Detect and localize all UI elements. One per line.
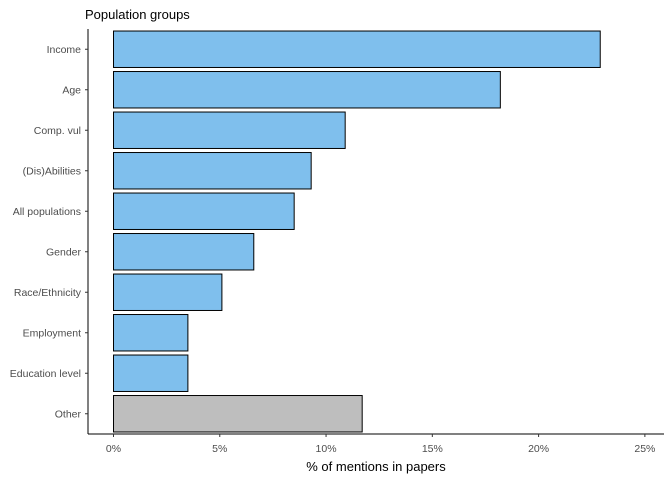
y-tick-label-race-ethnicity: Race/Ethnicity — [14, 287, 82, 299]
y-tick-label-employment: Employment — [23, 328, 81, 340]
x-tick-label: 5% — [212, 443, 227, 455]
bar-age — [113, 71, 501, 109]
bar-income — [113, 30, 601, 68]
bar-comp-vul — [113, 111, 346, 149]
y-tick-label-comp-vul: Comp. vul — [34, 125, 81, 137]
x-tick-label: 10% — [316, 443, 337, 455]
y-tick-label-other: Other — [55, 409, 82, 421]
x-tick-label: 15% — [422, 443, 443, 455]
y-tick-label-education-level: Education level — [10, 368, 81, 380]
y-axis: Income Age Comp. vul (Dis)Abilities All popu… — [10, 29, 89, 434]
x-axis: 0% 5% 10% 15% 20% 25% — [88, 433, 664, 455]
y-axis-title: Population groups — [85, 7, 190, 22]
y-tick-label-income: Income — [47, 44, 82, 56]
y-tick-label-dis-abilities: (Dis)Abilities — [23, 166, 81, 178]
x-tick-label: 20% — [528, 443, 549, 455]
y-tick-label-all-populations: All populations — [13, 206, 81, 218]
bar-gender — [113, 233, 255, 271]
bars-group — [113, 30, 601, 433]
bar-employment — [113, 314, 189, 352]
bar-all-populations — [113, 192, 295, 230]
y-tick-label-age: Age — [62, 85, 81, 97]
bar-other — [113, 395, 363, 433]
bar-dis-abilities — [113, 152, 312, 190]
y-tick-label-gender: Gender — [46, 247, 82, 259]
bar-education-level — [113, 354, 189, 392]
x-axis-title: % of mentions in papers — [306, 459, 446, 474]
x-tick-label: 0% — [106, 443, 121, 455]
x-tick-label: 25% — [634, 443, 655, 455]
bar-race-ethnicity — [113, 273, 223, 311]
